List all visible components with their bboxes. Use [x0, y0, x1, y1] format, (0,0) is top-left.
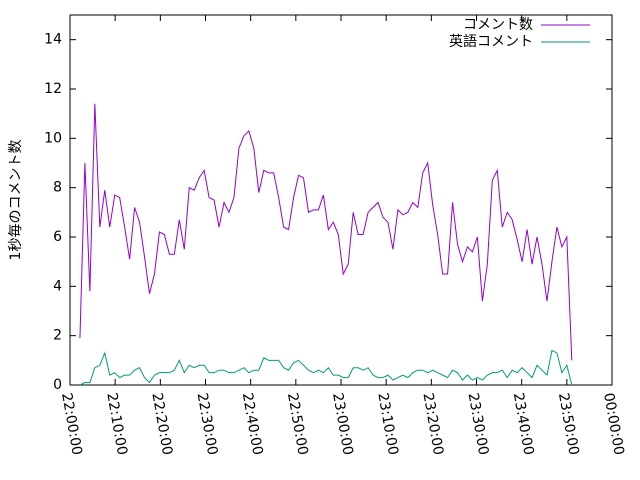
x-tick-label: 23:20:00: [419, 392, 446, 457]
x-tick-label: 23:40:00: [510, 392, 537, 457]
x-tick-label: 00:00:00: [600, 392, 627, 457]
legend-label: 英語コメント: [449, 33, 533, 50]
x-tick-label: 22:20:00: [148, 392, 175, 457]
y-tick-label: 12: [44, 81, 62, 97]
plot-border: [69, 14, 613, 386]
x-tick-label: 23:10:00: [374, 392, 401, 457]
data-line: [79, 349, 573, 386]
y-axis-label: 1秒毎のコメント数: [8, 140, 24, 261]
x-tick-label: 22:30:00: [194, 392, 221, 457]
x-tick-label: 23:00:00: [329, 392, 356, 457]
x-tick-label: 22:10:00: [103, 392, 130, 457]
legend-label: コメント数: [463, 17, 533, 33]
y-tick-label: 8: [53, 180, 62, 196]
x-tick-label: 22:00:00: [58, 392, 85, 457]
x-tick-label: 23:50:00: [555, 392, 582, 457]
x-tick-label: 22:40:00: [239, 392, 266, 457]
y-tick-label: 4: [53, 278, 62, 294]
y-tick-label: 6: [53, 229, 62, 245]
y-tick-label: 2: [53, 328, 62, 344]
x-tick-label: 22:50:00: [284, 392, 311, 457]
data-line: [79, 103, 573, 361]
y-tick-label: 0: [53, 377, 62, 393]
x-tick-label: 23:30:00: [465, 392, 492, 457]
y-tick-label: 10: [44, 130, 62, 146]
y-tick-label: 14: [44, 32, 62, 48]
